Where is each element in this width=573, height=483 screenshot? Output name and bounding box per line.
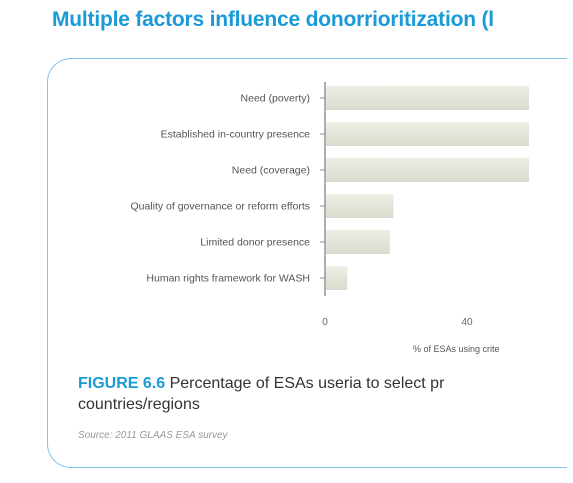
category-label-2: Need (coverage) xyxy=(232,165,310,177)
category-label-1: Established in-country presence xyxy=(161,129,311,141)
figure-caption: FIGURE 6.6 Percentage of ESAs useria to … xyxy=(78,373,530,423)
source-note: Source: 2011 GLAAS ESA survey xyxy=(78,430,228,441)
caption-text: Percentage of ESAs useria to select pr xyxy=(165,375,445,392)
chart-heading: Multiple factors influence donorrioritiz… xyxy=(52,8,494,31)
category-label-3: Quality of governance or reform efforts xyxy=(130,201,310,213)
bar-0 xyxy=(326,86,529,110)
x-axis-label: % of ESAs using crite xyxy=(413,344,500,354)
bar-chart: Need (poverty) Established in-country pre… xyxy=(130,82,529,354)
figure-card xyxy=(47,58,567,468)
chart-area: Need (poverty) Established in-country pre… xyxy=(48,59,529,467)
category-label-4: Limited donor presence xyxy=(200,237,310,249)
figure-number: FIGURE 6.6 xyxy=(78,375,166,392)
caption-line-1: FIGURE 6.6 Percentage of ESAs useria to … xyxy=(78,373,530,394)
bar-4 xyxy=(326,230,390,254)
bar-3 xyxy=(326,194,394,218)
bar-5 xyxy=(326,266,348,290)
bar-2 xyxy=(326,158,529,182)
x-tick-label-1: 40 xyxy=(461,317,473,328)
category-label-5: Human rights framework for WASH xyxy=(146,273,310,285)
x-tick-label-0: 0 xyxy=(322,317,328,328)
caption-line-2: countries/regions xyxy=(78,396,200,413)
category-label-0: Need (poverty) xyxy=(241,93,310,105)
bar-1 xyxy=(326,122,529,146)
